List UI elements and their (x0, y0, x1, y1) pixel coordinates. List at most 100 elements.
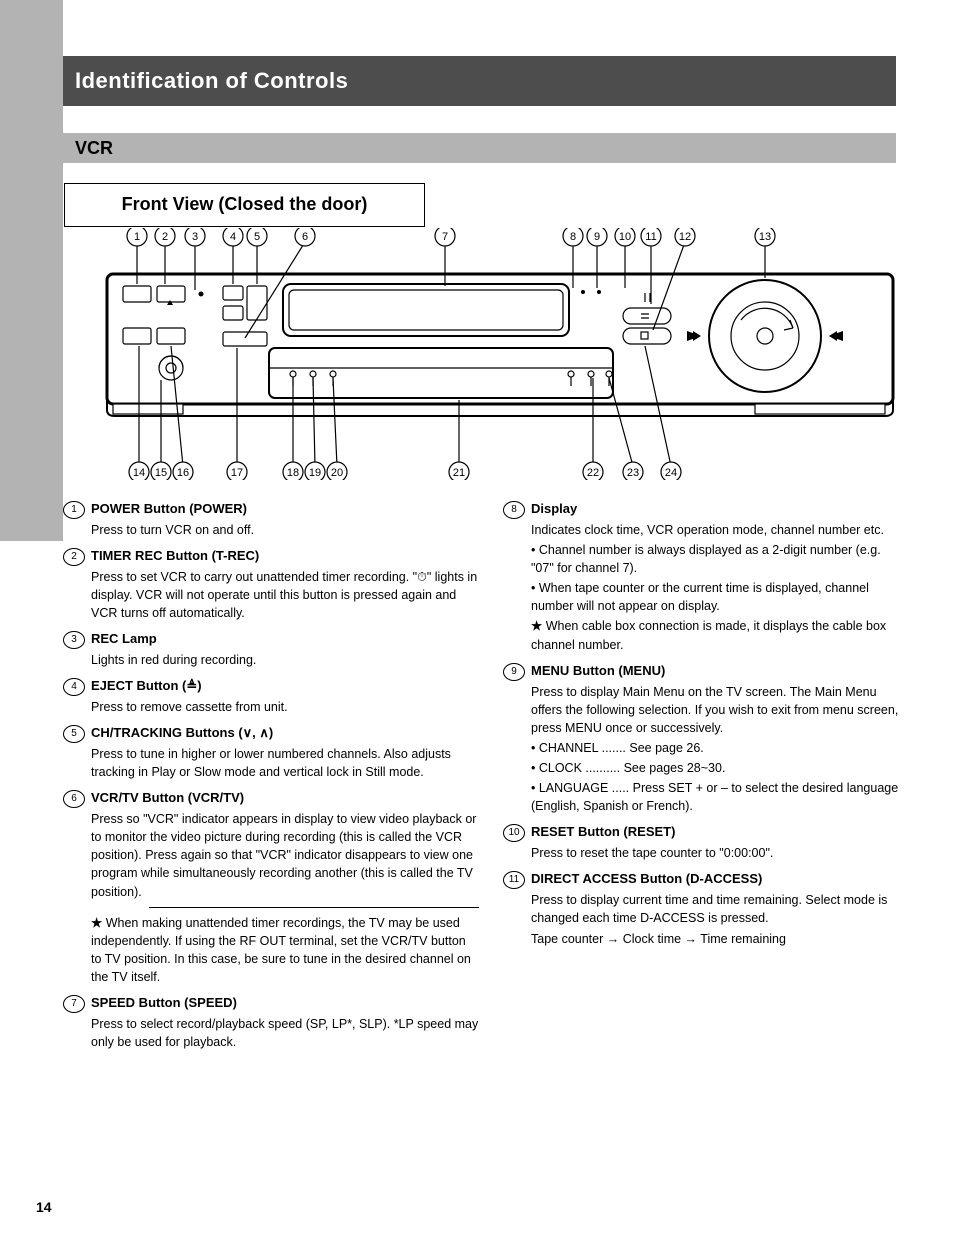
control-body: VCR/TV Button (VCR/TV) Press so "VCR" ind… (91, 789, 479, 986)
control-title: Display (531, 500, 903, 519)
control-item: 6 VCR/TV Button (VCR/TV) Press so "VCR" in… (63, 789, 479, 986)
svg-text:13: 13 (759, 231, 771, 243)
control-title: RESET Button (RESET) (531, 823, 903, 842)
svg-text:16: 16 (177, 467, 189, 479)
control-number: 1 (63, 501, 85, 519)
control-item: 2 TIMER REC Button (T-REC) Press to set VC… (63, 547, 479, 622)
control-desc: Press to display Main Menu on the TV scr… (531, 683, 903, 737)
control-title: MENU Button (MENU) (531, 662, 903, 681)
left-sidebar (0, 0, 63, 541)
svg-text:9: 9 (594, 231, 600, 243)
control-number: 4 (63, 678, 85, 696)
control-number: 2 (63, 548, 85, 566)
control-number: 7 (63, 995, 85, 1013)
control-subline: • Channel number is always displayed as … (531, 541, 903, 577)
svg-text:1: 1 (134, 231, 140, 243)
control-body: Display Indicates clock time, VCR operati… (531, 500, 903, 654)
control-item: 3 REC Lamp Lights in red during recording. (63, 630, 479, 669)
control-subline: • CLOCK .......... See pages 28~30. (531, 759, 903, 777)
control-note: ★ When making unattended timer recording… (91, 914, 479, 987)
control-number: 10 (503, 824, 525, 842)
control-desc: Press to set VCR to carry out unattended… (91, 568, 479, 622)
control-title: CH/TRACKING Buttons (∨, ∧) (91, 724, 479, 743)
svg-text:19: 19 (309, 467, 321, 479)
svg-text:21: 21 (453, 467, 465, 479)
svg-text:7: 7 (442, 231, 448, 243)
control-title: VCR/TV Button (VCR/TV) (91, 789, 479, 808)
svg-text:18: 18 (287, 467, 299, 479)
divider (149, 907, 479, 908)
page-title-bar: Identification of Controls (63, 56, 896, 106)
svg-text:23: 23 (627, 467, 639, 479)
svg-text:17: 17 (231, 467, 243, 479)
svg-text:20: 20 (331, 467, 343, 479)
controls-list: 1 POWER Button (POWER) Press to turn VCR o… (63, 500, 903, 1059)
front-view-label: Front View (Closed the door) (122, 194, 368, 214)
svg-text:15: 15 (155, 467, 167, 479)
control-desc: Press to turn VCR on and off. (91, 521, 479, 539)
controls-right-column: 8 Display Indicates clock time, VCR operat… (503, 500, 903, 1059)
svg-text:10: 10 (619, 231, 631, 243)
control-item: 11 DIRECT ACCESS Button (D-ACCESS) Press t… (503, 870, 903, 947)
control-title: TIMER REC Button (T-REC) (91, 547, 479, 566)
svg-text:3: 3 (192, 231, 198, 243)
control-body: CH/TRACKING Buttons (∨, ∧) Press to tune … (91, 724, 479, 781)
control-body: SPEED Button (SPEED) Press to select reco… (91, 994, 479, 1051)
svg-text:11: 11 (645, 231, 656, 243)
control-title: REC Lamp (91, 630, 479, 649)
control-number: 5 (63, 725, 85, 743)
control-desc: Press to display current time and time r… (531, 891, 903, 927)
svg-text:5: 5 (254, 231, 260, 243)
subtitle: VCR (75, 138, 113, 158)
svg-text:14: 14 (133, 467, 145, 479)
control-desc: Indicates clock time, VCR operation mode… (531, 521, 903, 539)
control-body: TIMER REC Button (T-REC) Press to set VCR… (91, 547, 479, 622)
control-item: 8 Display Indicates clock time, VCR operat… (503, 500, 903, 654)
control-item: 9 MENU Button (MENU) Press to display Main… (503, 662, 903, 816)
control-number: 3 (63, 631, 85, 649)
control-desc: Lights in red during recording. (91, 651, 479, 669)
front-view-label-box: Front View (Closed the door) (64, 183, 425, 227)
control-body: POWER Button (POWER) Press to turn VCR on… (91, 500, 479, 539)
control-desc: Press so "VCR" indicator appears in disp… (91, 810, 479, 901)
svg-text:6: 6 (302, 231, 308, 243)
page-title: Identification of Controls (75, 68, 348, 93)
control-number: 8 (503, 501, 525, 519)
svg-text:12: 12 (679, 231, 691, 243)
svg-text:24: 24 (665, 467, 677, 479)
control-title: EJECT Button (≜) (91, 677, 479, 696)
svg-text:4: 4 (230, 231, 236, 243)
control-body: REC Lamp Lights in red during recording. (91, 630, 479, 669)
control-title: SPEED Button (SPEED) (91, 994, 479, 1013)
control-number: 6 (63, 790, 85, 808)
control-number: 11 (503, 871, 525, 889)
svg-text:22: 22 (587, 467, 599, 479)
control-item: 4 EJECT Button (≜) Press to remove cassett… (63, 677, 479, 716)
control-desc: Press to tune in higher or lower numbere… (91, 745, 479, 781)
controls-left-column: 1 POWER Button (POWER) Press to turn VCR o… (63, 500, 479, 1059)
control-item: 5 CH/TRACKING Buttons (∨, ∧) Press to tune… (63, 724, 479, 781)
control-subline: • CHANNEL ....... See page 26. (531, 739, 903, 757)
svg-text:2: 2 (162, 231, 168, 243)
control-body: EJECT Button (≜) Press to remove cassette… (91, 677, 479, 716)
control-title: DIRECT ACCESS Button (D-ACCESS) (531, 870, 903, 889)
control-body: DIRECT ACCESS Button (D-ACCESS) Press to … (531, 870, 903, 947)
control-desc: Press to select record/playback speed (S… (91, 1015, 479, 1051)
page-number: 14 (36, 1199, 52, 1215)
control-item: 10 RESET Button (RESET) Press to reset the… (503, 823, 903, 862)
control-title: POWER Button (POWER) (91, 500, 479, 519)
control-body: MENU Button (MENU) Press to display Main … (531, 662, 903, 816)
control-number: 9 (503, 663, 525, 681)
control-flow: Tape counter → Clock time → Time remaini… (531, 930, 903, 948)
control-item: 7 SPEED Button (SPEED) Press to select rec… (63, 994, 479, 1051)
subtitle-bar: VCR (63, 133, 896, 163)
vcr-front-diagram: 1 2 3 4 5 6 7 8 9 10 11 12 13 14 15 16 1… (105, 228, 895, 480)
control-note: ★ When cable box connection is made, it … (531, 617, 903, 653)
control-body: RESET Button (RESET) Press to reset the t… (531, 823, 903, 862)
control-subline: • When tape counter or the current time … (531, 579, 903, 615)
control-item: 1 POWER Button (POWER) Press to turn VCR o… (63, 500, 479, 539)
svg-text:8: 8 (570, 231, 576, 243)
control-subline: • LANGUAGE ..... Press SET + or – to sel… (531, 779, 903, 815)
control-desc: Press to reset the tape counter to "0:00… (531, 844, 903, 862)
control-desc: Press to remove cassette from unit. (91, 698, 479, 716)
